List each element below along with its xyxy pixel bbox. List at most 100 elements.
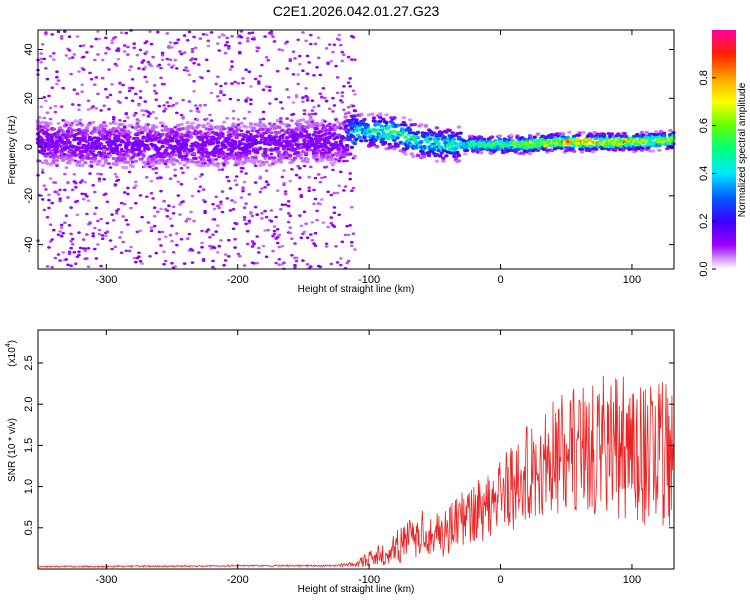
spectrogram-cell (456, 159, 462, 163)
spectrogram-cell (434, 132, 440, 136)
spectrogram-noise-cell (310, 221, 315, 224)
spectrogram-noise-cell (222, 93, 226, 97)
spectrogram-cell (371, 135, 377, 139)
spectrogram-noise-cell (313, 176, 318, 180)
spectrogram-noise-cell (113, 245, 118, 249)
spectrogram-noise-cell (286, 212, 291, 215)
spectrogram-noise-cell (140, 215, 144, 219)
spectrogram-noise-cell (69, 246, 73, 250)
spectrogram-noise-cell (52, 52, 56, 55)
spectrogram-cell (171, 150, 176, 154)
spectrogram-noise-cell (72, 173, 77, 176)
colorbar-label: Normalized spectral amplitude (737, 82, 748, 217)
spectrogram-noise-cell (335, 191, 340, 195)
spectrogram-cell (464, 148, 470, 152)
y-tick-label: 40 (23, 43, 35, 55)
spectrogram-noise-cell (302, 112, 307, 116)
spectrogram-noise-cell (56, 122, 61, 125)
spectrogram-noise-cell (217, 35, 222, 39)
spectrogram-cell (362, 136, 367, 140)
spectrogram-noise-cell (315, 158, 319, 161)
spectrogram-noise-cell (80, 179, 84, 182)
spectrogram-noise-cell (236, 82, 241, 85)
spectrogram-noise-cell (286, 220, 291, 224)
spectrogram-cell (273, 160, 279, 164)
spectrogram-cell (258, 146, 263, 150)
spectrogram-noise-cell (137, 119, 141, 123)
spectrogram-noise-cell (288, 226, 293, 229)
spectrogram-cell (92, 159, 98, 163)
spectrogram-noise-cell (121, 83, 125, 87)
spectrogram-noise-cell (272, 225, 277, 228)
spectrogram-cell (267, 127, 272, 131)
spectrogram-noise-cell (99, 264, 103, 268)
spectrogram-noise-cell (245, 242, 250, 246)
spectrogram-noise-cell (216, 95, 220, 98)
spectrogram-cell (215, 164, 220, 168)
spectrogram-noise-cell (220, 210, 225, 214)
spectrogram-noise-cell (75, 213, 80, 217)
spectrogram-noise-cell (187, 217, 192, 221)
spectrogram-noise-cell (353, 58, 357, 61)
spectrogram-cell (359, 139, 364, 143)
spectrogram-noise-cell (342, 85, 346, 88)
spectrogram-cell (382, 140, 388, 144)
spectrogram-noise-cell (250, 245, 255, 248)
spectrogram-cell (527, 152, 533, 156)
spectrogram-noise-cell (63, 30, 67, 33)
spectrogram-cell (168, 155, 173, 159)
spectrogram-x-label: Height of straight line (km) (298, 284, 415, 295)
spectrogram-noise-cell (94, 107, 99, 110)
spectrogram-noise-cell (326, 225, 330, 229)
spectrogram-cell (116, 126, 121, 130)
spectrogram-noise-cell (329, 262, 334, 266)
spectrogram-cell (42, 149, 47, 153)
spectrogram-cell (635, 133, 640, 137)
spectrogram-noise-cell (178, 155, 182, 159)
spectrogram-cell (133, 159, 138, 163)
spectrogram-noise-cell (176, 135, 181, 138)
spectrogram-noise-cell (67, 224, 72, 227)
spectrogram-noise-cell (77, 108, 81, 111)
spectrogram-noise-cell (334, 64, 338, 68)
spectrogram-cell (456, 153, 462, 158)
spectrogram-noise-cell (320, 95, 324, 99)
spectrogram-cell (441, 159, 446, 163)
spectrogram-noise-cell (200, 229, 204, 233)
spectrogram-noise-cell (58, 188, 62, 192)
spectrogram-cell (75, 123, 80, 127)
spectrogram-noise-cell (332, 206, 337, 209)
spectrogram-cell (127, 135, 132, 139)
spectrogram-noise-cell (64, 123, 69, 127)
spectrogram-cell (215, 140, 220, 144)
spectrogram-noise-cell (239, 170, 244, 173)
spectrogram-cell (400, 127, 405, 131)
spectrogram-noise-cell (154, 92, 159, 95)
spectrogram-noise-cell (61, 119, 65, 122)
spectrogram-noise-cell (132, 114, 136, 117)
spectrogram-noise-cell (129, 245, 133, 249)
spectrogram-noise-cell (163, 235, 168, 239)
spectrogram-noise-cell (264, 215, 269, 219)
spectrogram-noise-cell (339, 170, 343, 174)
spectrogram-cell (442, 149, 447, 153)
spectrogram-noise-cell (231, 117, 236, 120)
spectrogram-noise-cell (129, 206, 133, 210)
spectrogram-cell (50, 138, 55, 142)
spectrogram-cell (251, 161, 257, 165)
spectrogram-noise-cell (200, 76, 204, 80)
spectrogram-noise-cell (275, 69, 280, 73)
spectrogram-noise-cell (337, 38, 342, 41)
spectrogram-noise-cell (313, 244, 318, 247)
spectrogram-noise-cell (343, 233, 348, 237)
spectrogram-noise-cell (124, 249, 129, 253)
spectrogram-noise-cell (329, 221, 334, 225)
spectrogram-noise-cell (332, 43, 337, 46)
spectrogram-noise-cell (318, 265, 323, 269)
spectrogram-cell (253, 158, 258, 162)
spectrogram-cell (436, 149, 441, 153)
y-tick-label: 2.5 (23, 355, 35, 370)
spectrogram-noise-cell (296, 147, 301, 150)
spectrogram-noise-cell (279, 120, 283, 124)
spectrogram-noise-cell (283, 190, 288, 193)
